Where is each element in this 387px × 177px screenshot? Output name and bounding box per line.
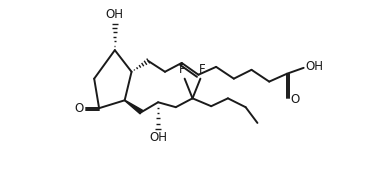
Text: OH: OH (149, 131, 167, 144)
Text: O: O (291, 93, 300, 106)
Text: OH: OH (106, 8, 124, 21)
Text: OH: OH (306, 60, 324, 73)
Polygon shape (125, 100, 143, 114)
Text: F: F (179, 63, 186, 76)
Text: F: F (199, 63, 205, 76)
Text: O: O (75, 102, 84, 115)
